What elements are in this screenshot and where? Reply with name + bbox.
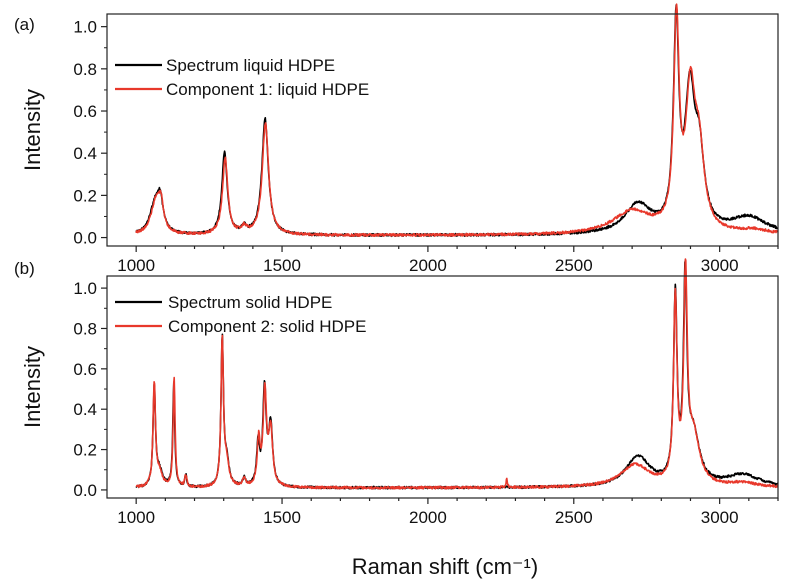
panel-b-frame <box>106 275 779 499</box>
y-tick-label: 0.0 <box>73 481 97 500</box>
y-tick-label: 1.0 <box>73 18 97 37</box>
panel-a-ticks: 0.0 0.2 0.4 0.6 0.8 1.0 1000 1500 2000 2500 3000 <box>73 18 779 275</box>
y-tick-label: 0.8 <box>73 60 97 79</box>
y-tick-label: 1.0 <box>73 279 97 298</box>
panel-a-ylabel: Intensity <box>20 89 45 171</box>
y-tick-label: 0.4 <box>73 400 97 419</box>
x-tick-label: 2500 <box>555 508 593 527</box>
x-tick-label: 1000 <box>117 256 155 275</box>
y-tick-label: 0.2 <box>73 186 97 205</box>
x-tick-label: 1500 <box>263 256 301 275</box>
x-tick-label: 3000 <box>701 256 739 275</box>
panel-a-frame <box>106 13 779 247</box>
panel-b-ylabel: Intensity <box>20 346 45 428</box>
panel-a-series <box>135 3 779 238</box>
panel-b-ticks: 0.0 0.2 0.4 0.6 0.8 1.0 1000 1500 2000 2500 3000 <box>73 279 779 527</box>
legend-a: Spectrum liquid HDPE Component 1: liquid… <box>115 56 369 99</box>
x-tick-label: 1500 <box>263 508 301 527</box>
legend-b-label-component: Component 2: solid HDPE <box>168 317 366 336</box>
y-tick-label: 0.4 <box>73 144 97 163</box>
panel-b: (b) Intensity 0.0 0.2 0.4 0.6 0.8 1.0 1000 1500… <box>14 258 779 527</box>
legend-a-label-spectrum: Spectrum liquid HDPE <box>166 56 335 75</box>
x-tick-label: 2000 <box>409 256 447 275</box>
x-axis-label: Raman shift (cm⁻¹) <box>352 554 538 579</box>
y-tick-label: 0.6 <box>73 102 97 121</box>
y-tick-label: 0.0 <box>73 229 97 248</box>
panel-b-label: (b) <box>14 259 35 278</box>
series-line-component <box>135 3 779 237</box>
legend-a-label-component: Component 1: liquid HDPE <box>166 80 369 99</box>
series-line-component <box>135 258 779 490</box>
panel-a-label: (a) <box>14 15 35 34</box>
panel-a: (a) Intensity 0.0 0.2 0.4 0.6 0.8 1.0 1000 1500… <box>14 3 779 275</box>
x-tick-label: 2000 <box>409 508 447 527</box>
x-tick-label: 3000 <box>701 508 739 527</box>
panel-b-series <box>135 258 779 490</box>
x-tick-label: 2500 <box>555 256 593 275</box>
legend-b-label-spectrum: Spectrum solid HDPE <box>168 293 332 312</box>
y-tick-label: 0.6 <box>73 360 97 379</box>
y-tick-label: 0.2 <box>73 441 97 460</box>
x-tick-label: 1000 <box>117 508 155 527</box>
legend-b: Spectrum solid HDPE Component 2: solid H… <box>115 293 366 336</box>
y-tick-label: 0.8 <box>73 319 97 338</box>
